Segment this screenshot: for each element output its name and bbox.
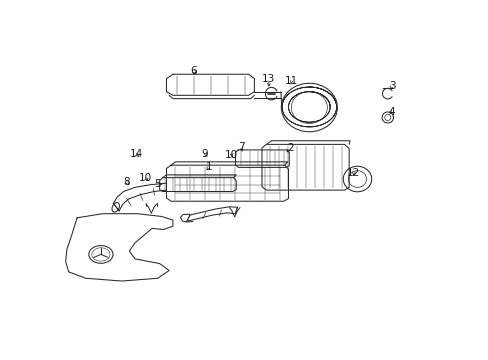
Text: 8: 8 — [123, 177, 129, 187]
Text: 11: 11 — [285, 76, 298, 86]
Text: 10: 10 — [224, 150, 238, 159]
Text: 1: 1 — [205, 162, 212, 172]
Text: 4: 4 — [388, 107, 394, 117]
Text: 3: 3 — [388, 81, 394, 91]
Text: 10: 10 — [139, 173, 151, 183]
Text: 7: 7 — [237, 142, 244, 152]
Text: 14: 14 — [129, 149, 142, 159]
Text: 5: 5 — [154, 179, 161, 189]
Text: 9: 9 — [202, 149, 208, 158]
Text: 6: 6 — [190, 66, 197, 76]
Text: 13: 13 — [262, 74, 275, 84]
Text: 2: 2 — [286, 143, 293, 153]
Text: 12: 12 — [346, 168, 360, 178]
